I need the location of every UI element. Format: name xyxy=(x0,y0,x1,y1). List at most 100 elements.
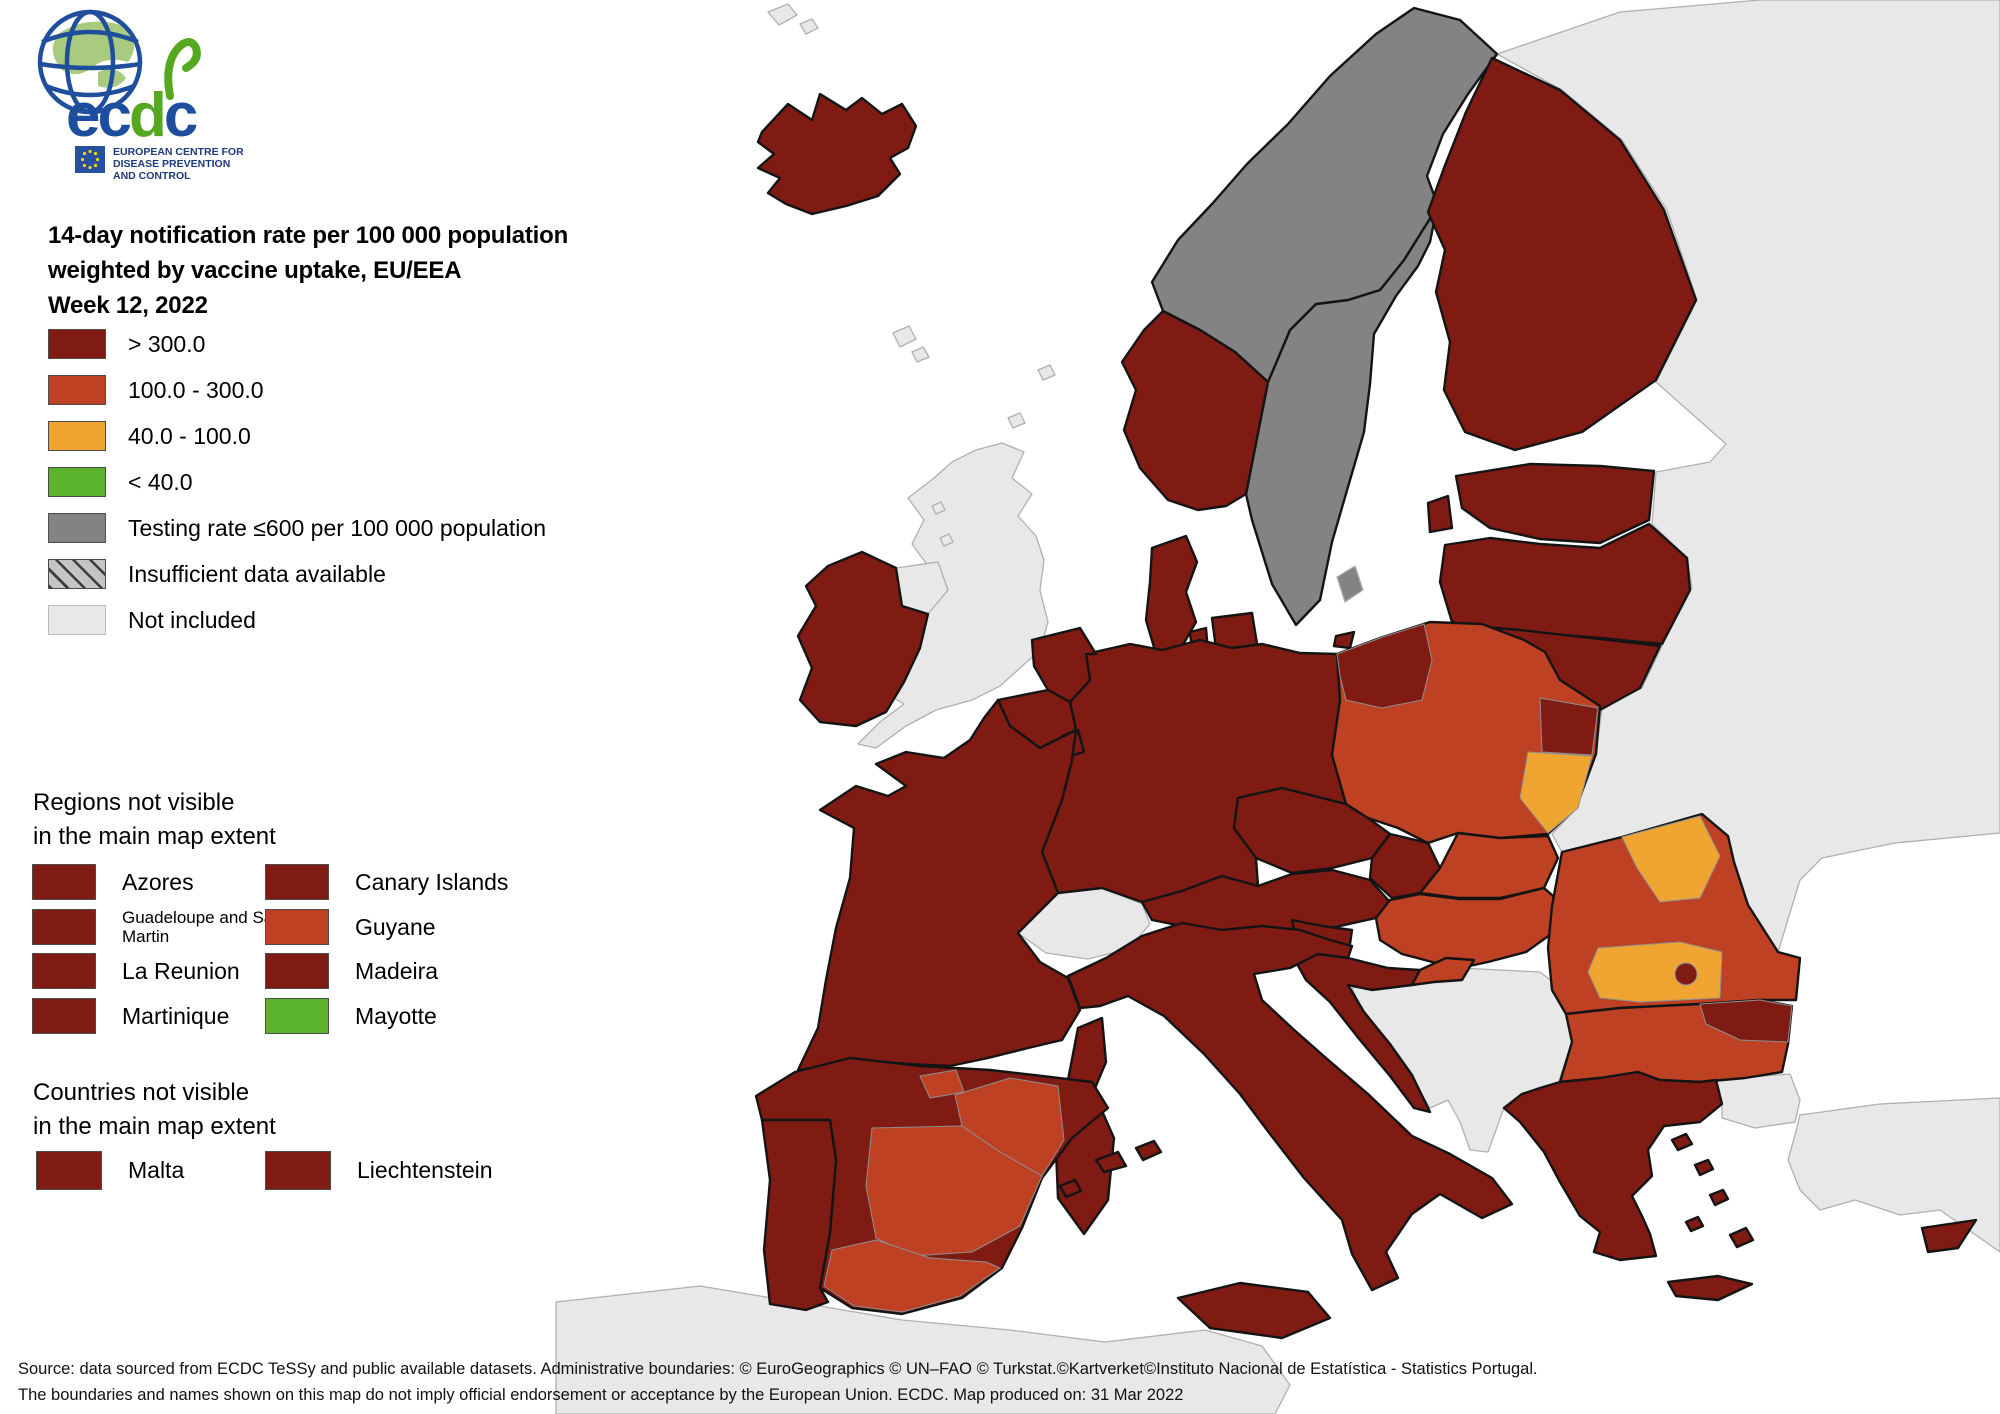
region-label: Martinique xyxy=(122,1002,230,1029)
region-legend-madeira: Madeira xyxy=(265,953,438,989)
region-label: Azores xyxy=(122,868,194,895)
country-legend-malta: Malta xyxy=(36,1150,185,1190)
eu-flag-icon xyxy=(75,146,105,173)
region-legend-azores: Azores xyxy=(32,864,194,900)
globe-icon xyxy=(37,9,143,115)
legend-row: 40.0 - 100.0 xyxy=(48,421,546,451)
region-label: Guyane xyxy=(355,913,436,940)
map-region-spain-andalusia xyxy=(823,1239,1001,1313)
legend-row: > 300.0 xyxy=(48,329,546,359)
region-swatch xyxy=(265,998,329,1034)
country-label: Malta xyxy=(128,1156,185,1183)
map-region-finland xyxy=(1426,56,1698,452)
map-region-crete xyxy=(1666,1274,1754,1302)
legend-swatch-gt300 xyxy=(48,329,106,359)
legend-swatch-testing xyxy=(48,513,106,543)
legend-row: 100.0 - 300.0 xyxy=(48,375,546,405)
map-region-greece xyxy=(1502,1070,1724,1262)
map-region-estonia xyxy=(1426,462,1656,545)
legend-label: Testing rate ≤600 per 100 000 population xyxy=(128,514,546,541)
map-region-bulgaria-northeast xyxy=(1699,999,1793,1043)
regions-not-visible-heading: Regions not visible in the main map exte… xyxy=(33,786,276,854)
region-legend-guadeloupe: Guadeloupe and Saint Martin xyxy=(32,908,297,946)
countries-not-visible-heading: Countries not visible in the main map ex… xyxy=(33,1076,276,1144)
region-swatch xyxy=(32,909,96,945)
map-region-turkey-asia xyxy=(1787,1097,2000,1253)
map-region-spain-center xyxy=(865,1125,1043,1257)
region-label: Mayotte xyxy=(355,1002,437,1029)
region-label: Guadeloupe and Saint Martin xyxy=(122,908,292,946)
title-line3: Week 12, 2022 xyxy=(48,292,208,319)
svg-text:ecdc: ecdc xyxy=(66,81,197,150)
map-region-poland-lublin xyxy=(1539,697,1599,756)
legend-swatch-not-included xyxy=(48,605,106,635)
map-region-slovakia-west xyxy=(1368,832,1442,900)
region-legend-martinique: Martinique xyxy=(32,998,229,1034)
map-region-romania-northeast xyxy=(1621,815,1721,903)
legend-label: Not included xyxy=(128,606,256,633)
map-region-spain-north-patch xyxy=(919,1069,965,1099)
ecdc-wordmark: ecdc xyxy=(66,81,200,150)
region-label: La Reunion xyxy=(122,957,240,984)
region-swatch xyxy=(32,953,96,989)
map-region-iceland xyxy=(756,92,918,216)
legend-swatch-100-300 xyxy=(48,375,106,405)
country-swatch xyxy=(265,1150,331,1190)
heading-line: Countries not visible xyxy=(33,1079,250,1106)
title-line1: 14-day notification rate per 100 000 pop… xyxy=(48,222,569,249)
region-legend-guyane: Guyane xyxy=(265,909,436,945)
region-swatch xyxy=(265,909,329,945)
map-region-norway-south xyxy=(1120,309,1270,512)
map-region-gotland xyxy=(1336,565,1364,603)
legend-row: < 40.0 xyxy=(48,467,546,497)
map-region-sicily xyxy=(1176,1281,1332,1340)
map-region-ireland xyxy=(796,550,930,728)
map-region-croatia xyxy=(1294,950,1432,1114)
map-region-norway-north xyxy=(1150,6,1499,384)
country-legend-liechtenstein: Liechtenstein xyxy=(265,1150,493,1190)
map-legend: > 300.0 100.0 - 300.0 40.0 - 100.0 < 40.… xyxy=(48,329,546,652)
legend-swatch-insufficient xyxy=(48,559,106,589)
legend-label: 100.0 - 300.0 xyxy=(128,376,264,403)
map-title: 14-day notification rate per 100 000 pop… xyxy=(48,218,568,323)
map-region-hungary xyxy=(1374,886,1562,970)
map-region-north-atlantic-islands xyxy=(767,3,1056,547)
region-swatch xyxy=(32,998,96,1034)
note-swoosh-icon xyxy=(164,38,201,100)
region-swatch xyxy=(265,953,329,989)
legend-row: Testing rate ≤600 per 100 000 population xyxy=(48,513,546,543)
logo-sub-line3: AND CONTROL xyxy=(113,170,191,182)
heading-line: Regions not visible xyxy=(33,789,235,816)
region-legend-la-reunion: La Reunion xyxy=(32,953,240,989)
logo-sub-line2: DISEASE PREVENTION xyxy=(113,158,230,170)
country-swatch xyxy=(36,1150,102,1190)
region-legend-mayotte: Mayotte xyxy=(265,998,437,1034)
legend-label: < 40.0 xyxy=(128,468,193,495)
left-panel: ecdc EUROPEAN CENTRE FOR DISEASE PREVENT… xyxy=(0,0,620,1414)
map-region-turkey-europe xyxy=(1715,1073,1801,1129)
map-region-balearic-islands xyxy=(1058,1139,1163,1199)
legend-label: > 300.0 xyxy=(128,330,206,357)
map-region-romania-south xyxy=(1587,941,1723,1003)
region-swatch xyxy=(32,864,96,900)
source-line1: Source: data sourced from ECDC TeSSy and… xyxy=(18,1360,1538,1378)
map-region-bucharest xyxy=(1674,962,1698,986)
region-label: Madeira xyxy=(355,957,439,984)
legend-swatch-40-100 xyxy=(48,421,106,451)
map-region-italy xyxy=(1066,921,1514,1292)
heading-line: in the main map extent xyxy=(33,1113,276,1140)
map-region-portugal xyxy=(760,1118,838,1312)
heading-line: in the main map extent xyxy=(33,823,276,850)
map-region-cyprus xyxy=(1920,1218,1978,1254)
source-note: Source: data sourced from ECDC TeSSy and… xyxy=(18,1356,1538,1408)
region-swatch xyxy=(265,864,329,900)
legend-label: 40.0 - 100.0 xyxy=(128,422,251,449)
legend-row: Not included xyxy=(48,605,546,635)
country-label: Liechtenstein xyxy=(357,1156,493,1183)
logo-sub-line1: EUROPEAN CENTRE FOR xyxy=(113,146,244,158)
ecdc-logo: ecdc EUROPEAN CENTRE FOR DISEASE PREVENT… xyxy=(37,9,244,182)
legend-swatch-lt40 xyxy=(48,467,106,497)
source-line2: The boundaries and names shown on this m… xyxy=(18,1386,1184,1404)
